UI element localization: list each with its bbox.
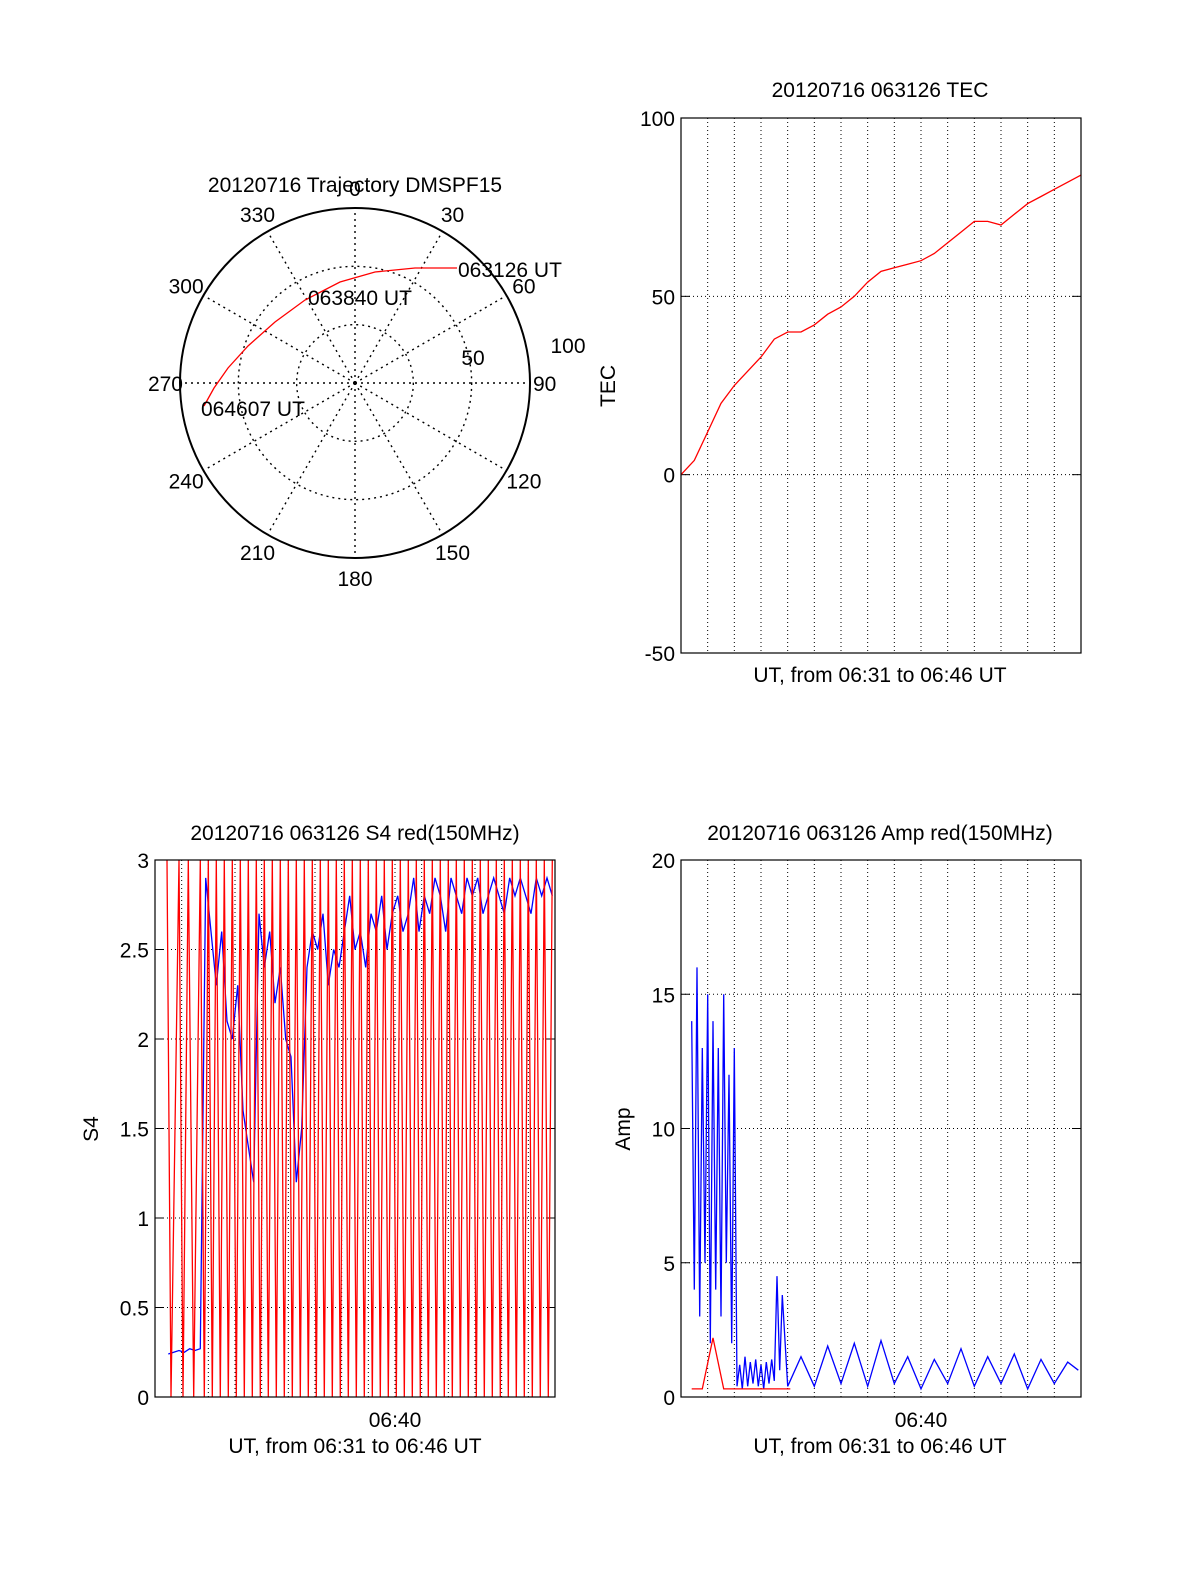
polar-angle-labels: 0 30 60 90 120 150 180 210 240 270 300 330 50 100 (148, 178, 586, 591)
s4-ytick-label: 2.5 (120, 940, 149, 963)
s4-ytick-label: 1.5 (120, 1119, 149, 1142)
amp-xlabel: UT, from 06:31 to 06:46 UT (753, 1435, 1006, 1458)
amp-series-red (691, 1337, 791, 1390)
s4-ytick-label: 1 (137, 1208, 149, 1231)
tec-ytick-label: 50 (652, 286, 675, 309)
polar-angle-label: 210 (240, 542, 275, 565)
polar-radial-label: 100 (550, 335, 585, 358)
amp-chart: 20120716 063126 Amp red(150MHz) UT, from… (612, 822, 1082, 1458)
amp-ytick-label: 15 (652, 984, 675, 1007)
polar-angle-label: 30 (441, 204, 464, 227)
tec-series-red (680, 174, 1082, 476)
polar-spoke-120 (354, 382, 507, 472)
polar-angle-label: 120 (506, 471, 541, 494)
s4-ytick-label: 0.5 (120, 1298, 149, 1321)
s4-chart: 20120716 063126 S4 red(150MHz) UT, from … (80, 822, 556, 1458)
amp-xtick-label: 06:40 (895, 1409, 948, 1432)
amp-ytick-label: 5 (663, 1253, 675, 1276)
polar-spoke-150 (354, 382, 444, 535)
tec-ytick-label: 100 (640, 108, 675, 131)
s4-xtick-label: 06:40 (369, 1409, 422, 1432)
polar-angle-label: 0 (349, 178, 361, 201)
polar-spoke-60 (354, 294, 507, 384)
polar-spoke-300 (203, 294, 356, 384)
polar-track-line (203, 267, 457, 407)
tec-chart: 20120716 063126 TEC UT, from 06:31 to 06… (597, 79, 1082, 687)
polar-angle-label: 150 (435, 542, 470, 565)
s4-title: 20120716 063126 S4 red(150MHz) (190, 822, 519, 845)
polar-title: 20120716 Trajectory DMSPF15 (208, 174, 502, 197)
polar-radial-label: 50 (461, 347, 484, 370)
amp-series-blue (691, 967, 1079, 1391)
s4-ytick-label: 0 (137, 1387, 149, 1410)
amp-ytick-label: 10 (652, 1119, 675, 1142)
polar-grid (179, 207, 531, 559)
polar-spoke-30 (354, 231, 444, 384)
amp-frame (680, 859, 1082, 1398)
polar-time-label: 063126 UT (458, 259, 562, 282)
tec-ytick-label: 0 (663, 465, 675, 488)
polar-angle-label: 180 (337, 568, 372, 591)
polar-time-label: 063840 UT (308, 287, 412, 310)
polar-angle-label: 240 (169, 471, 204, 494)
tec-ytick-label: -50 (645, 643, 675, 666)
amp-title: 20120716 063126 Amp red(150MHz) (707, 822, 1053, 845)
tec-ylabel: TEC (597, 365, 620, 407)
polar-angle-label: 330 (240, 204, 275, 227)
polar-angle-label: 300 (169, 276, 204, 299)
polar-ring-0 (295, 323, 415, 443)
s4-ylabel: S4 (80, 1116, 103, 1142)
polar-angle-label: 270 (148, 373, 183, 396)
amp-ylabel: Amp (612, 1107, 635, 1150)
polar-track: 063126 UT 063840 UT 064607 UT (201, 259, 562, 421)
polar-angle-label: 90 (533, 373, 556, 396)
polar-time-label: 064607 UT (201, 398, 305, 421)
tec-title: 20120716 063126 TEC (772, 79, 989, 102)
s4-ytick-label: 2 (137, 1029, 149, 1052)
polar-spoke-330 (266, 231, 356, 384)
tec-xlabel: UT, from 06:31 to 06:46 UT (753, 664, 1006, 687)
polar-spoke-210 (266, 382, 356, 535)
polar-trajectory-chart: 20120716 Trajectory DMSPF15 0 30 60 90 120 15… (148, 174, 586, 591)
s4-xlabel: UT, from 06:31 to 06:46 UT (228, 1435, 481, 1458)
amp-ytick-label: 0 (663, 1387, 675, 1410)
tec-frame (680, 117, 1082, 654)
polar-ring-1 (237, 265, 473, 501)
amp-ytick-label: 20 (652, 850, 675, 873)
s4-frame (154, 859, 556, 1398)
polar-spoke-240 (203, 382, 356, 472)
s4-ytick-label: 3 (137, 850, 149, 873)
polar-angle-label: 60 (512, 276, 535, 299)
